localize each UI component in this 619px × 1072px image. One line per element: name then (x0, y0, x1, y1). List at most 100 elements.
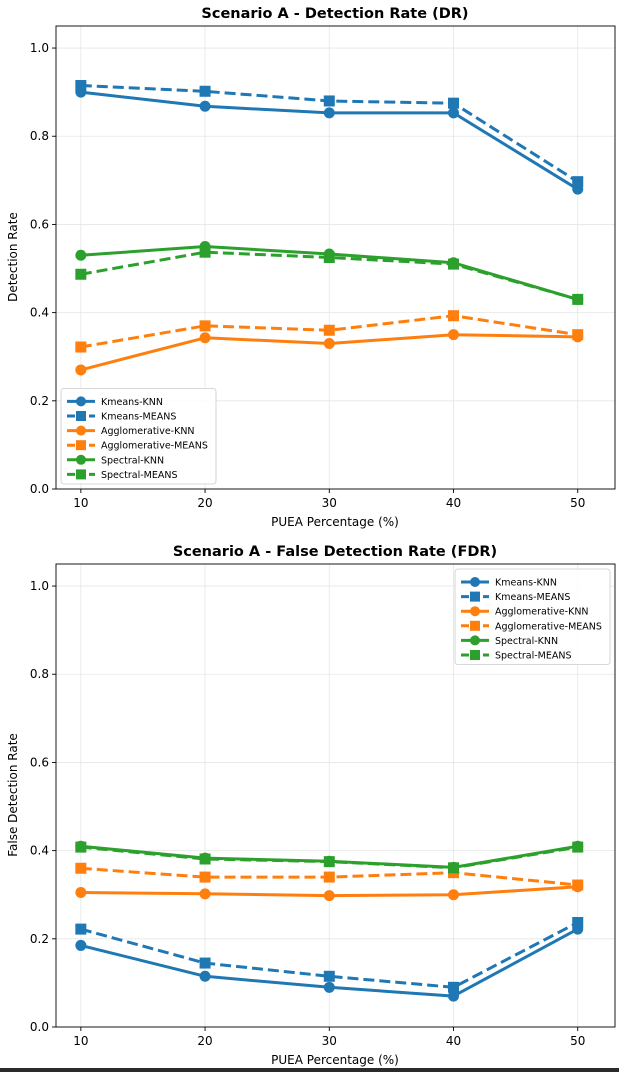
data-point (448, 329, 460, 341)
legend-label: Agglomerative-MEANS (101, 441, 208, 452)
data-point (323, 970, 335, 982)
x-tick-label: 50 (570, 1034, 585, 1048)
data-point (75, 862, 87, 874)
false-detection-rate-chart: Scenario A - False Detection Rate (FDR) … (6, 544, 616, 1067)
x-tick-label: 30 (322, 496, 337, 510)
legend-marker (470, 577, 480, 587)
x-tick-label: 10 (73, 1034, 88, 1048)
plot-frame (55, 25, 616, 490)
data-point (75, 841, 87, 853)
data-point (75, 939, 87, 951)
legend-label: Kmeans-MEANS (101, 412, 176, 423)
data-point (323, 324, 335, 336)
legend-marker (470, 591, 480, 602)
y-tick-label: 0.6 (30, 755, 49, 769)
legend-marker (76, 469, 86, 480)
data-point (572, 176, 584, 188)
legend-marker (470, 635, 480, 646)
x-axis-title: PUEA Percentage (%) (271, 515, 399, 529)
x-tick-label: 40 (446, 496, 461, 510)
legend-label: Spectral-MEANS (101, 470, 177, 481)
data-point (199, 970, 211, 982)
data-point (199, 246, 211, 258)
legend-label: Spectral-KNN (495, 636, 558, 647)
data-point (75, 249, 87, 261)
data-point (199, 871, 211, 883)
data-point (572, 841, 584, 853)
y-tick-label: 0.2 (30, 394, 49, 408)
series-line-kmeans-means (80, 921, 579, 989)
legend-marker (470, 606, 480, 617)
y-axis-title: Detection Rate (6, 212, 20, 302)
data-point (75, 80, 87, 92)
legend-marker (470, 650, 480, 660)
data-point (448, 107, 460, 119)
y-tick-label: 1.0 (30, 579, 49, 593)
data-point (448, 258, 460, 270)
legend-label: Spectral-MEANS (495, 651, 571, 662)
data-point (199, 85, 211, 97)
data-point (75, 341, 87, 353)
data-point (199, 957, 211, 969)
data-point (572, 879, 584, 891)
data-point (199, 332, 211, 344)
y-tick-label: 0.2 (30, 932, 49, 946)
chart-title: Scenario A - Detection Rate (DR) (201, 6, 468, 22)
y-axis-title: False Detection Rate (6, 733, 20, 857)
y-tick-label: 0.8 (30, 667, 49, 681)
data-point (448, 990, 460, 1002)
y-tick-label: 0.6 (30, 217, 49, 231)
x-tick-label: 20 (197, 1034, 212, 1048)
legend-marker (76, 454, 86, 465)
data-point (199, 853, 211, 865)
legend-box (60, 387, 217, 485)
data-point (572, 916, 584, 928)
data-point (448, 310, 460, 322)
legend-label: Agglomerative-KNN (101, 426, 195, 437)
data-point (323, 871, 335, 883)
legend-label: Kmeans-KNN (495, 578, 557, 589)
x-axis-title: PUEA Percentage (%) (271, 1053, 399, 1067)
x-tick-label: 20 (197, 496, 212, 510)
chart-title: Scenario A - False Detection Rate (FDR) (173, 544, 497, 560)
data-point (75, 923, 87, 935)
legend: Kmeans-KNN Kmeans-MEANS Agglomerative-KNN A… (454, 568, 611, 665)
data-point (75, 887, 87, 899)
y-tick-label: 0.4 (30, 306, 49, 320)
data-point (448, 97, 460, 109)
legend-marker (76, 425, 86, 436)
detection-rate-chart: Scenario A - Detection Rate (DR) 10 20 30 4… (6, 6, 616, 529)
x-tick-label: 40 (446, 1034, 461, 1048)
data-point (323, 107, 335, 119)
data-point (323, 856, 335, 868)
legend-label: Spectral-KNN (101, 455, 164, 466)
data-point (448, 981, 460, 993)
x-tick-label: 50 (570, 496, 585, 510)
data-point (199, 888, 211, 900)
data-point (323, 890, 335, 902)
y-tick-label: 0.4 (30, 844, 49, 858)
data-point (199, 320, 211, 332)
legend-marker (76, 440, 86, 451)
x-tick-label: 30 (322, 1034, 337, 1048)
data-point (572, 293, 584, 305)
y-tick-label: 0.0 (30, 1020, 49, 1034)
legend-label: Kmeans-KNN (101, 397, 163, 408)
legend-marker (470, 620, 480, 631)
window-bottom-edge (0, 1068, 619, 1072)
data-point (75, 268, 87, 280)
legend-marker (76, 396, 86, 407)
data-point (448, 889, 460, 901)
data-point (448, 862, 460, 874)
data-point (75, 364, 87, 376)
legend: Kmeans-KNN Kmeans-MEANS Agglomerative-KNN A… (60, 387, 217, 485)
y-tick-label: 0.0 (30, 482, 49, 496)
data-point (323, 337, 335, 349)
y-tick-label: 0.8 (30, 129, 49, 143)
legend-label: Agglomerative-KNN (495, 607, 589, 618)
legend-label: Kmeans-MEANS (495, 592, 570, 603)
y-tick-label: 1.0 (30, 41, 49, 55)
data-point (323, 252, 335, 263)
legend-label: Agglomerative-MEANS (495, 621, 602, 632)
legend-box (454, 568, 611, 665)
